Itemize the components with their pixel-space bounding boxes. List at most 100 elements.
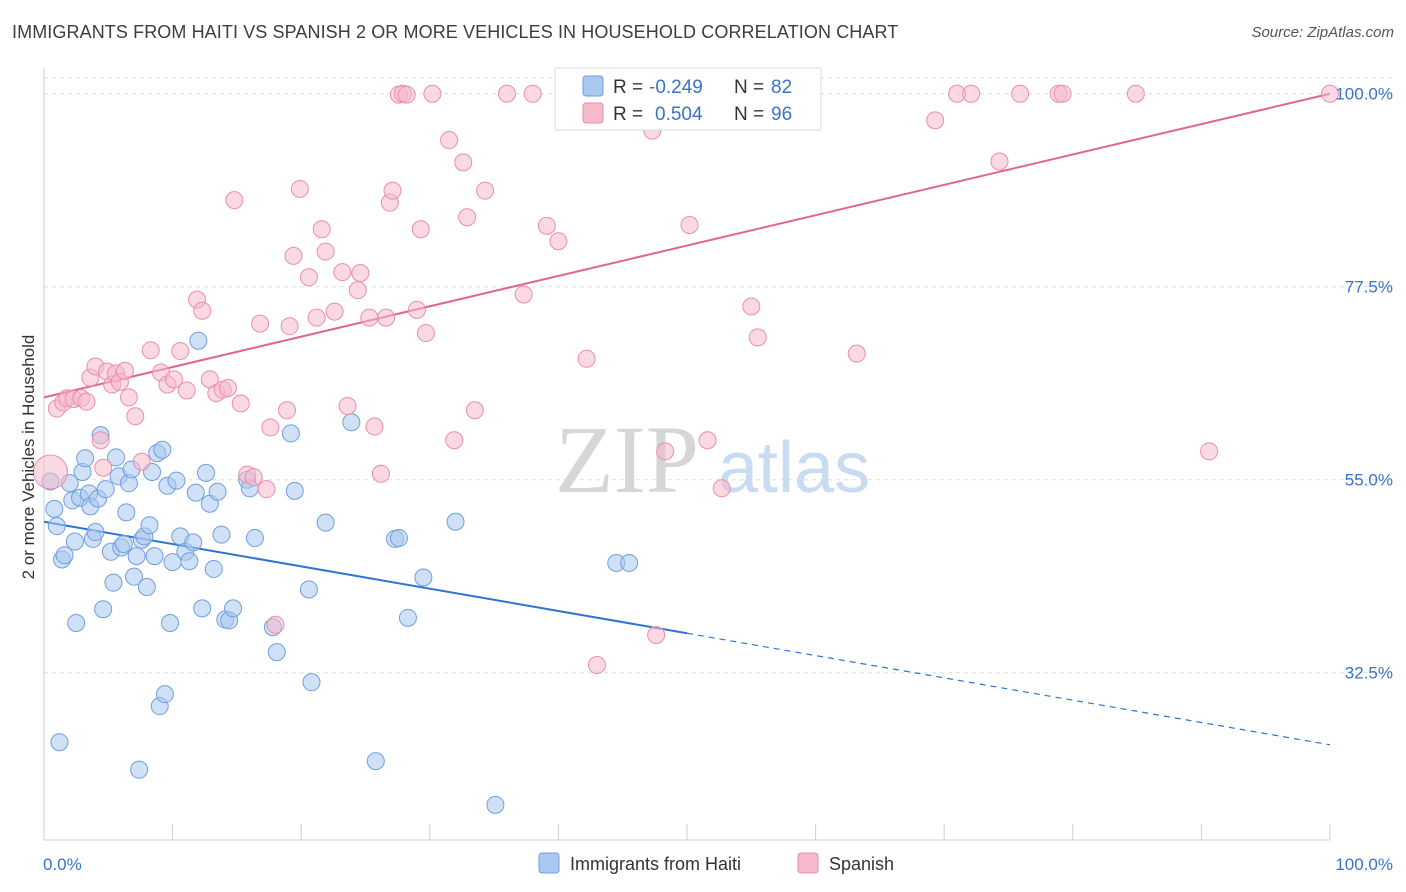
data-point-spanish: [458, 208, 477, 227]
data-point-spanish: [445, 431, 464, 450]
data-point-spanish: [280, 317, 299, 336]
data-point-haiti: [45, 499, 64, 518]
y-tick-label-2: 55.0%: [1345, 471, 1393, 490]
y-tick-label-3: 32.5%: [1345, 664, 1393, 683]
data-point-spanish: [656, 442, 675, 461]
data-point-spanish: [407, 300, 426, 319]
data-point-haiti: [208, 482, 227, 501]
data-point-haiti: [130, 760, 149, 779]
data-point-haiti: [197, 463, 216, 482]
data-point-spanish: [177, 381, 196, 400]
stats-legend: R = -0.249 N = 82 R = 0.504 N = 96: [554, 67, 822, 131]
data-point-haiti: [153, 440, 172, 459]
data-point-spanish: [77, 392, 96, 411]
data-point-haiti: [267, 643, 286, 662]
data-point-spanish: [423, 84, 442, 103]
data-point-spanish: [371, 464, 390, 483]
data-point-haiti: [127, 547, 146, 566]
data-point-haiti: [204, 559, 223, 578]
data-point-spanish: [523, 84, 542, 103]
watermark-zip: ZIP: [555, 406, 699, 513]
data-point-spanish: [465, 401, 484, 420]
data-point-haiti: [117, 503, 136, 522]
data-point-spanish: [278, 401, 297, 420]
data-point-haiti: [167, 471, 186, 490]
data-point-haiti: [50, 733, 69, 752]
y-axis-label: 2 or more Vehicles in Household: [19, 335, 38, 580]
data-point-spanish: [193, 301, 212, 320]
data-point-spanish: [990, 152, 1009, 171]
data-point-spanish: [680, 215, 699, 234]
data-point-spanish: [351, 264, 370, 283]
data-point-spanish: [325, 302, 344, 321]
data-point-spanish: [312, 220, 331, 239]
x-tick-label-1: 100.0%: [1335, 855, 1393, 874]
legend-haiti-r-label: R =: [613, 77, 643, 98]
data-point-haiti: [104, 573, 123, 592]
data-point-spanish: [119, 388, 138, 407]
data-point-haiti: [342, 413, 361, 432]
data-point-spanish: [383, 181, 402, 200]
data-point-haiti: [47, 517, 66, 536]
data-point-haiti: [67, 613, 86, 632]
data-point-spanish: [847, 344, 866, 363]
data-point-haiti: [65, 532, 84, 551]
bottom-swatch-haiti: [538, 852, 560, 874]
data-point-spanish: [307, 308, 326, 327]
tick-labels: 100.0% 77.5% 55.0% 32.5% 0.0% 100.0%: [43, 85, 1393, 874]
data-point-haiti: [398, 608, 417, 627]
data-point-haiti: [316, 513, 335, 532]
data-point-spanish: [141, 341, 160, 360]
data-point-spanish: [926, 111, 945, 130]
data-point-haiti: [114, 535, 133, 554]
bottom-legend-spanish: Spanish: [829, 854, 894, 874]
data-point-haiti: [107, 448, 126, 467]
data-point-spanish: [261, 418, 280, 437]
legend-spanish-r-value: 0.504: [655, 104, 703, 125]
y-tick-label-0: 100.0%: [1335, 85, 1393, 104]
legend-spanish-n-label: N =: [734, 104, 764, 125]
data-point-spanish: [299, 268, 318, 287]
data-point-haiti: [140, 516, 159, 535]
data-point-spanish: [164, 370, 183, 389]
legend-spanish-r-label: R =: [613, 104, 643, 125]
data-point-haiti: [55, 546, 74, 565]
data-point-spanish: [94, 458, 113, 477]
series-legend: Immigrants from Haiti Spanish: [538, 852, 894, 874]
data-point-spanish: [116, 361, 135, 380]
data-point-spanish: [266, 615, 285, 634]
data-point-haiti: [224, 599, 243, 618]
data-point-spanish: [251, 314, 270, 333]
legend-haiti-r-value: -0.249: [649, 77, 703, 98]
chart-source: Source: ZipAtlas.com: [1251, 24, 1394, 41]
data-point-spanish: [126, 407, 145, 426]
series-spanish-points: [32, 84, 1339, 675]
data-point-spanish: [497, 84, 516, 103]
data-point-haiti: [212, 525, 231, 544]
data-point-spanish: [284, 246, 303, 265]
trend-line-haiti-extrapolated: [686, 632, 1331, 746]
data-point-spanish: [365, 417, 384, 436]
data-point-spanish: [1053, 84, 1072, 103]
x-tick-label-0: 0.0%: [43, 855, 82, 874]
data-point-spanish: [225, 191, 244, 210]
data-point-spanish: [338, 396, 357, 415]
data-point-spanish: [377, 308, 396, 327]
data-point-spanish: [348, 281, 367, 300]
data-point-haiti: [161, 613, 180, 632]
data-point-haiti: [299, 580, 318, 599]
data-point-spanish: [549, 232, 568, 251]
data-point-haiti: [184, 533, 203, 552]
data-point-haiti: [137, 577, 156, 596]
trend-line-spanish: [43, 92, 1331, 399]
legend-haiti-n-value: 82: [771, 77, 792, 98]
data-point-haiti: [620, 553, 639, 572]
data-point-spanish: [476, 181, 495, 200]
data-point-spanish: [411, 220, 430, 239]
data-point-haiti: [94, 600, 113, 619]
data-point-haiti: [281, 424, 300, 443]
data-point-spanish: [748, 328, 767, 347]
data-point-haiti: [446, 512, 465, 531]
legend-spanish-n-value: 96: [771, 104, 792, 125]
data-point-spanish: [218, 378, 237, 397]
